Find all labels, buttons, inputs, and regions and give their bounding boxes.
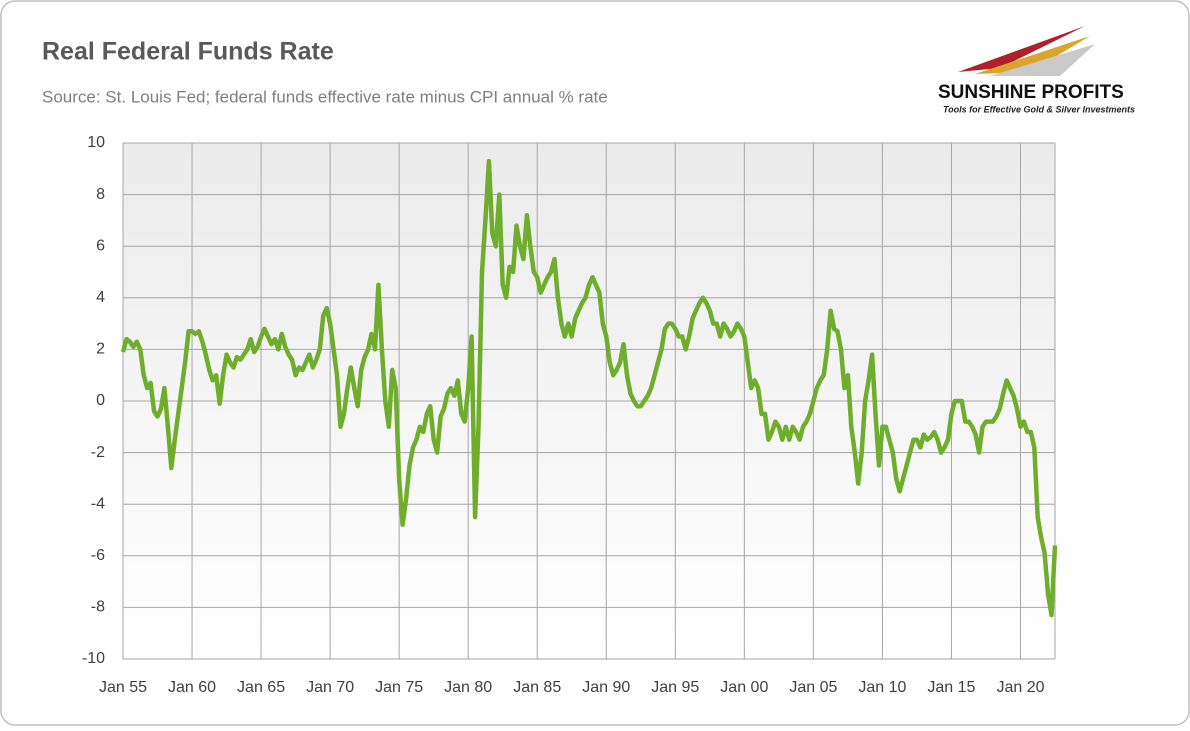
x-tick-label: Jan 90 (582, 679, 630, 696)
y-tick-label: -6 (91, 547, 105, 564)
x-tick-label: Jan 65 (237, 679, 285, 696)
x-tick-label: Jan 15 (927, 679, 975, 696)
y-tick-label: -10 (82, 650, 105, 667)
x-tick-label: Jan 70 (306, 679, 354, 696)
y-tick-label: 4 (96, 289, 105, 306)
x-tick-label: Jan 75 (375, 679, 423, 696)
x-tick-label: Jan 55 (99, 679, 147, 696)
logo-swoosh (975, 36, 1090, 74)
y-tick-label: 2 (96, 341, 105, 358)
logo: SUNSHINE PROFITS Tools for Effective Gol… (938, 26, 1135, 114)
logo-name: SUNSHINE PROFITS (938, 82, 1124, 103)
x-tick-label: Jan 05 (789, 679, 837, 696)
x-tick-label: Jan 20 (996, 679, 1044, 696)
logo-swoosh (990, 44, 1095, 76)
y-tick-label: 6 (96, 237, 105, 254)
x-tick-label: Jan 85 (513, 679, 561, 696)
data-line (120, 158, 1058, 618)
x-tick-label: Jan 10 (858, 679, 906, 696)
x-tick-label: Jan 95 (651, 679, 699, 696)
x-tick-label: Jan 80 (444, 679, 492, 696)
y-tick-label: 8 (96, 186, 105, 203)
x-tick-label: Jan 60 (168, 679, 216, 696)
y-tick-label: -8 (91, 599, 105, 616)
logo-swoosh (958, 26, 1085, 72)
y-tick-label: -2 (91, 444, 105, 461)
chart-title: Real Federal Funds Rate (42, 38, 334, 66)
x-tick-label: Jan 00 (720, 679, 768, 696)
y-tick-label: 10 (87, 134, 105, 151)
chart-subtitle: Source: St. Louis Fed; federal funds eff… (42, 87, 608, 106)
y-tick-label: 0 (96, 392, 105, 409)
y-tick-label: -4 (91, 495, 105, 512)
logo-tagline: Tools for Effective Gold & Silver Invest… (943, 104, 1135, 114)
